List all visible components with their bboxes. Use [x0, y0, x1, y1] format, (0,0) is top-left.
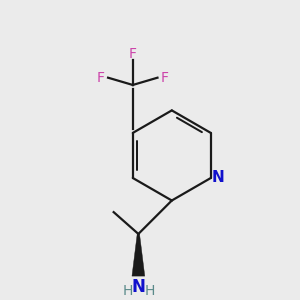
Text: H: H	[144, 284, 154, 298]
Text: F: F	[97, 71, 105, 85]
Text: F: F	[129, 47, 137, 61]
Text: N: N	[212, 170, 224, 185]
Text: F: F	[160, 71, 169, 85]
Text: H: H	[122, 284, 133, 298]
Text: N: N	[131, 278, 145, 296]
Polygon shape	[132, 234, 145, 276]
